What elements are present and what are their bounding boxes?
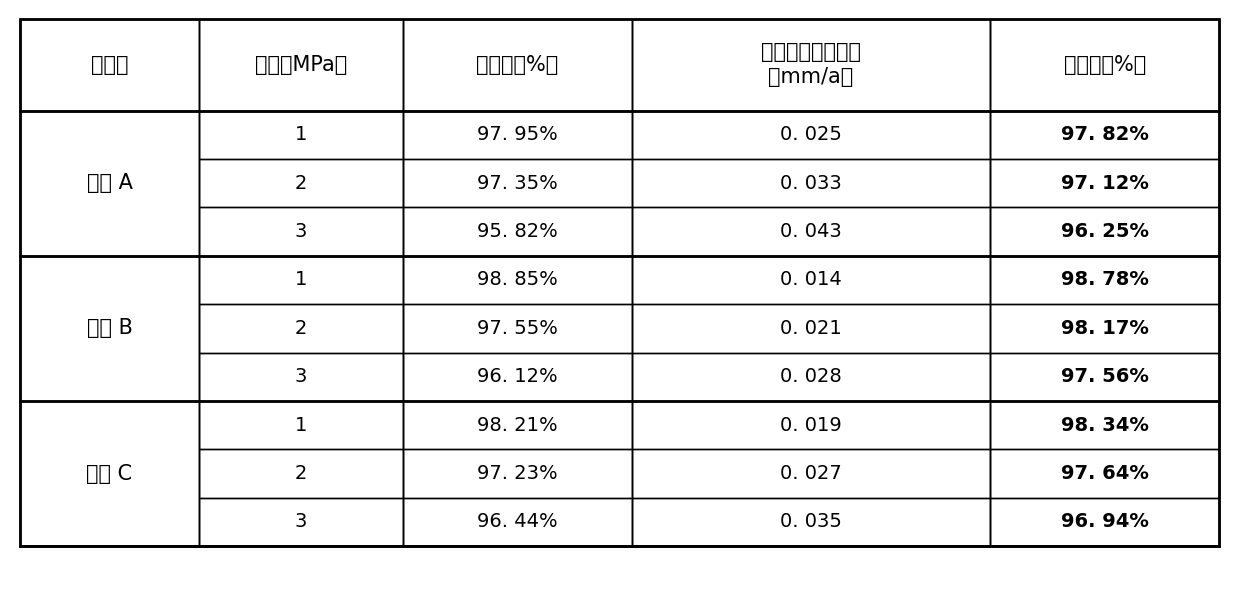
Text: 配方 C: 配方 C — [87, 464, 133, 483]
Text: 95. 82%: 95. 82% — [477, 222, 558, 241]
Bar — [990, 449, 1219, 498]
Text: 98. 21%: 98. 21% — [477, 416, 558, 435]
Text: 98. 85%: 98. 85% — [477, 270, 558, 289]
Text: 0. 025: 0. 025 — [781, 125, 843, 144]
Text: 1: 1 — [295, 416, 307, 435]
Bar — [199, 208, 403, 256]
Bar — [20, 256, 199, 401]
Bar — [632, 256, 990, 304]
Text: 97. 64%: 97. 64% — [1061, 464, 1149, 483]
Text: 3: 3 — [295, 367, 307, 386]
Text: 压力（MPa）: 压力（MPa） — [255, 55, 347, 75]
Bar — [199, 498, 403, 546]
Text: 97. 95%: 97. 95% — [477, 125, 558, 144]
Text: 96. 12%: 96. 12% — [477, 367, 558, 386]
Bar — [403, 304, 632, 353]
Text: 96. 25%: 96. 25% — [1061, 222, 1149, 241]
Text: 0. 021: 0. 021 — [781, 319, 843, 338]
Bar — [199, 159, 403, 208]
Bar — [632, 159, 990, 208]
Text: 碳钢平均缓蚀速率
（mm/a）: 碳钢平均缓蚀速率 （mm/a） — [761, 43, 861, 87]
Bar — [990, 256, 1219, 304]
Text: 0. 014: 0. 014 — [781, 270, 843, 289]
Bar — [403, 208, 632, 256]
Bar — [20, 401, 199, 546]
Bar — [990, 353, 1219, 401]
Bar — [990, 498, 1219, 546]
Bar — [199, 401, 403, 449]
Text: 97. 56%: 97. 56% — [1061, 367, 1149, 386]
Bar — [632, 19, 990, 110]
Text: 97. 35%: 97. 35% — [477, 174, 558, 193]
Bar — [632, 110, 990, 159]
Text: 1: 1 — [295, 125, 307, 144]
Text: 98. 34%: 98. 34% — [1061, 416, 1149, 435]
Bar — [199, 256, 403, 304]
Bar — [20, 19, 1219, 546]
Bar — [990, 19, 1219, 110]
Text: 97. 82%: 97. 82% — [1061, 125, 1149, 144]
Text: 0. 019: 0. 019 — [781, 416, 843, 435]
Bar — [20, 19, 199, 110]
Bar — [199, 353, 403, 401]
Text: 0. 027: 0. 027 — [781, 464, 843, 483]
Text: 97. 55%: 97. 55% — [477, 319, 558, 338]
Text: 0. 035: 0. 035 — [781, 512, 843, 531]
Text: 3: 3 — [295, 222, 307, 241]
Bar — [632, 208, 990, 256]
Bar — [199, 449, 403, 498]
Text: 2: 2 — [295, 174, 307, 193]
Bar — [199, 19, 403, 110]
Text: 3: 3 — [295, 512, 307, 531]
Bar — [990, 401, 1219, 449]
Bar — [199, 304, 403, 353]
Text: 缓蚀率（%）: 缓蚀率（%） — [1063, 55, 1146, 75]
Bar — [199, 110, 403, 159]
Text: 96. 44%: 96. 44% — [477, 512, 558, 531]
Text: 0. 033: 0. 033 — [781, 174, 843, 193]
Bar — [403, 110, 632, 159]
Bar — [403, 19, 632, 110]
Bar — [403, 401, 632, 449]
Text: 0. 028: 0. 028 — [781, 367, 843, 386]
Bar — [20, 110, 199, 256]
Bar — [632, 401, 990, 449]
Bar — [990, 304, 1219, 353]
Bar — [403, 449, 632, 498]
Bar — [403, 498, 632, 546]
Bar — [632, 449, 990, 498]
Text: 98. 78%: 98. 78% — [1061, 270, 1149, 289]
Text: 复合剂: 复合剂 — [90, 55, 129, 75]
Text: 97. 12%: 97. 12% — [1061, 174, 1149, 193]
Text: 配方 A: 配方 A — [87, 173, 133, 193]
Bar — [632, 498, 990, 546]
Text: 2: 2 — [295, 464, 307, 483]
Bar — [403, 256, 632, 304]
Text: 1: 1 — [295, 270, 307, 289]
Bar — [632, 353, 990, 401]
Text: 98. 17%: 98. 17% — [1061, 319, 1149, 338]
Bar — [990, 110, 1219, 159]
Bar — [632, 304, 990, 353]
Text: 配方 B: 配方 B — [87, 318, 133, 339]
Bar — [990, 159, 1219, 208]
Text: 96. 94%: 96. 94% — [1061, 512, 1149, 531]
Bar — [403, 353, 632, 401]
Text: 阻垢率（%）: 阻垢率（%） — [476, 55, 559, 75]
Text: 2: 2 — [295, 319, 307, 338]
Text: 0. 043: 0. 043 — [781, 222, 843, 241]
Text: 97. 23%: 97. 23% — [477, 464, 558, 483]
Bar — [403, 159, 632, 208]
Bar — [990, 208, 1219, 256]
